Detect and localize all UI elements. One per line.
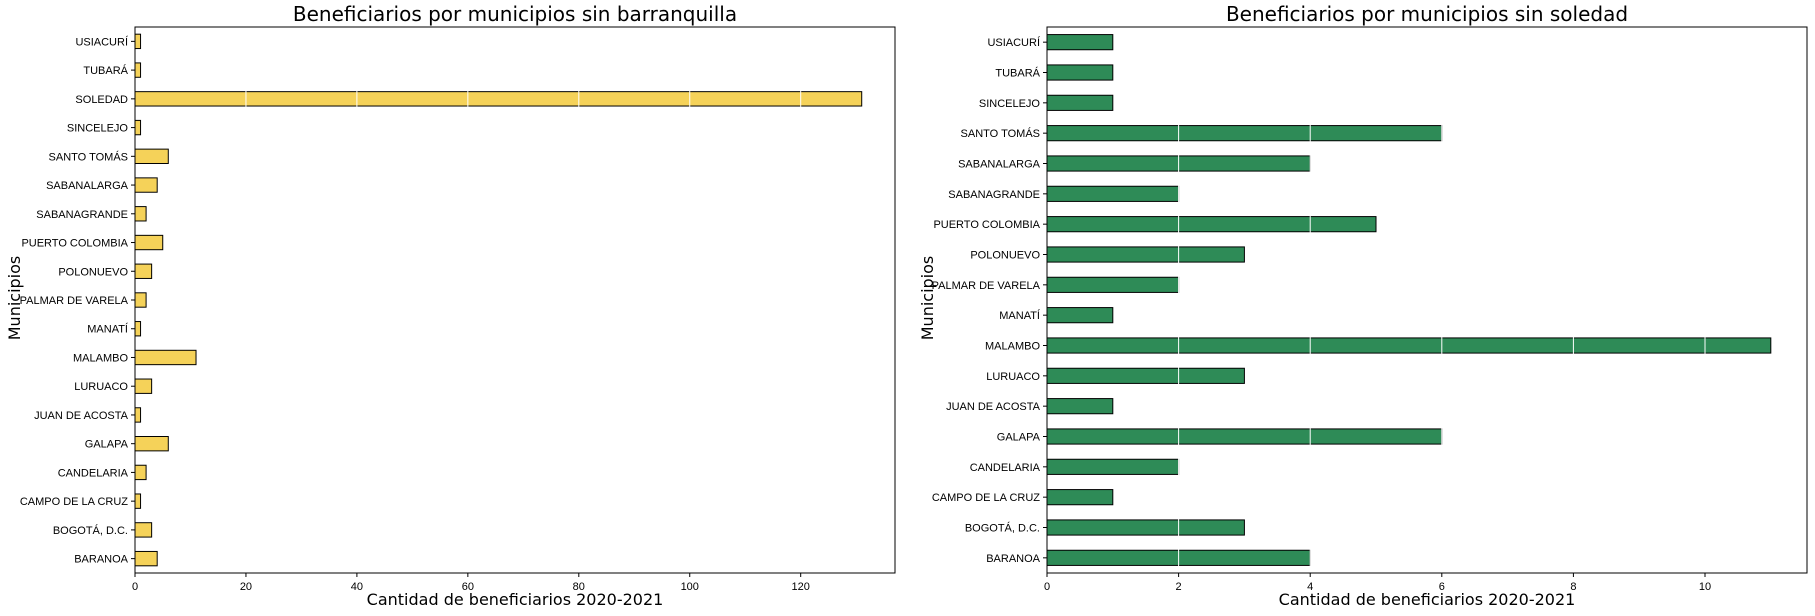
y-tick-label: PUERTO COLOMBIA	[933, 219, 1040, 231]
plot-frame	[1046, 26, 1808, 574]
plot-area: USIACURÍ TUBARÁ SINCELEJO SANTO TOMÁS SABANA…	[932, 27, 1772, 593]
bar	[1046, 276, 1180, 293]
bar	[134, 464, 147, 481]
bar	[1046, 337, 1772, 354]
bar	[134, 436, 169, 452]
bar	[134, 33, 142, 50]
bar	[1046, 185, 1180, 202]
plot-frame	[134, 26, 896, 574]
x-tick-label: 20	[240, 581, 252, 593]
x-tick-label: 2	[1176, 581, 1182, 593]
plot-area: USIACURÍ TUBARÁ SOLEDAD SINCELEJO SANTO TOMÁ…	[20, 27, 863, 593]
bar	[134, 91, 863, 107]
bar	[134, 550, 158, 567]
bar	[1046, 125, 1443, 142]
bar	[134, 522, 153, 538]
y-axis-label: Municipios	[5, 256, 24, 341]
y-tick-label: CANDELARIA	[58, 467, 129, 479]
y-tick-label: PUERTO COLOMBIA	[21, 238, 128, 250]
bar	[134, 177, 158, 193]
bar	[1046, 458, 1180, 475]
x-tick-label: 80	[573, 581, 585, 593]
y-tick-label: BARANOA	[74, 554, 128, 566]
y-tick-label: MANATÍ	[999, 309, 1041, 322]
bar	[134, 263, 153, 279]
y-axis-label: Municipios	[918, 256, 937, 341]
y-tick-label: JUAN DE ACOSTA	[34, 410, 129, 422]
y-tick-label: MANATÍ	[87, 323, 129, 336]
y-tick-label: SANTO TOMÁS	[49, 150, 128, 163]
bar	[1046, 489, 1114, 506]
y-tick-label: JUAN DE ACOSTA	[946, 401, 1041, 413]
bar	[134, 378, 153, 394]
x-tick-label: 0	[1044, 581, 1050, 593]
x-tick-label: 6	[1439, 581, 1445, 593]
x-tick-label: 100	[681, 581, 699, 593]
chart-beneficiarios-sin-barranquilla: Beneficiarios por municipios sin barranq…	[5, 2, 896, 609]
y-tick-label: CAMPO DE LA CRUZ	[932, 492, 1040, 504]
y-tick-label: BARANOA	[986, 553, 1040, 565]
y-tick-label: POLONUEVO	[58, 266, 128, 278]
bar	[1046, 398, 1114, 415]
x-tick-label: 120	[792, 581, 810, 593]
y-tick-label: USIACURÍ	[75, 35, 129, 48]
y-tick-label: POLONUEVO	[970, 250, 1040, 262]
y-tick-label: SABANAGRANDE	[948, 189, 1040, 201]
bar	[134, 148, 169, 164]
y-tick-label: PALMAR DE VARELA	[20, 295, 129, 307]
y-tick-label: SINCELEJO	[979, 98, 1041, 110]
y-tick-label: BOGOTÁ, D.C.	[53, 524, 128, 537]
chart-title: Beneficiarios por municipios sin barranq…	[293, 2, 737, 26]
y-tick-label: GALAPA	[85, 439, 129, 451]
y-tick-label: MALAMBO	[73, 352, 128, 364]
y-tick-label: GALAPA	[997, 432, 1041, 444]
bar	[1046, 307, 1114, 324]
y-tick-label: TUBARÁ	[995, 67, 1040, 80]
x-tick-label: 0	[132, 581, 138, 593]
y-tick-label: SANTO TOMÁS	[961, 127, 1040, 140]
bar	[1046, 34, 1114, 51]
y-tick-label: SABANALARGA	[958, 159, 1041, 171]
x-tick-label: 8	[1570, 581, 1576, 593]
y-tick-label: LURUACO	[986, 371, 1040, 383]
y-tick-label: BOGOTÁ, D.C.	[965, 522, 1040, 535]
bar	[1046, 216, 1377, 233]
x-tick-label: 40	[351, 581, 363, 593]
bar	[134, 292, 147, 308]
bar	[1046, 64, 1114, 81]
x-tick-label: 60	[462, 581, 474, 593]
bar	[134, 119, 142, 136]
y-tick-label: MALAMBO	[985, 341, 1040, 353]
y-tick-label: LURUACO	[74, 381, 128, 393]
bar	[134, 206, 147, 222]
y-tick-label: CANDELARIA	[970, 462, 1041, 474]
y-tick-label: SINCELEJO	[67, 123, 129, 135]
x-tick-label: 4	[1307, 581, 1313, 593]
chart-beneficiarios-sin-soledad: Beneficiarios por municipios sin soledad…	[918, 2, 1808, 609]
y-tick-label: SABANALARGA	[46, 180, 129, 192]
x-axis-label: Cantidad de beneficiarios 2020-2021	[1279, 590, 1576, 609]
y-tick-label: CAMPO DE LA CRUZ	[20, 496, 128, 508]
bar	[1046, 428, 1443, 445]
x-axis-label: Cantidad de beneficiarios 2020-2021	[367, 590, 664, 609]
bar	[1046, 246, 1245, 263]
y-tick-label: PALMAR DE VARELA	[932, 280, 1041, 292]
bar	[134, 493, 142, 509]
bar	[134, 407, 142, 423]
y-tick-label: USIACURÍ	[987, 36, 1041, 49]
bar	[1046, 367, 1245, 384]
chart-title: Beneficiarios por municipios sin soledad	[1226, 2, 1628, 26]
y-tick-label: SOLEDAD	[75, 94, 128, 106]
y-tick-label: SABANAGRANDE	[36, 209, 128, 221]
bar	[134, 321, 142, 337]
bar	[1046, 94, 1114, 111]
bar	[1046, 519, 1245, 536]
bar	[134, 62, 142, 78]
y-tick-label: TUBARÁ	[83, 64, 128, 77]
x-tick-label: 10	[1699, 581, 1711, 593]
bar	[134, 234, 164, 251]
bar	[134, 349, 197, 366]
